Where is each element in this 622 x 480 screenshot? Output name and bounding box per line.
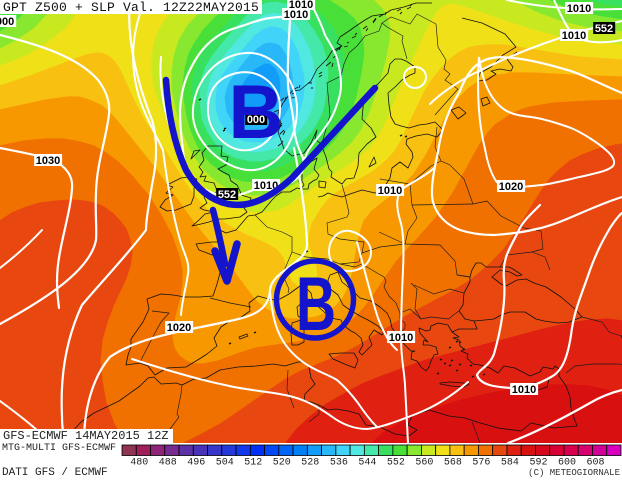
- svg-text:536: 536: [330, 458, 348, 469]
- svg-text:1010: 1010: [254, 180, 278, 192]
- svg-text:608: 608: [586, 458, 604, 469]
- svg-text:1030: 1030: [36, 155, 60, 167]
- svg-text:504: 504: [216, 458, 234, 469]
- svg-text:552: 552: [387, 458, 405, 469]
- svg-text:560: 560: [415, 458, 433, 469]
- svg-text:480: 480: [130, 458, 148, 469]
- svg-text:488: 488: [159, 458, 177, 469]
- svg-text:1010: 1010: [389, 332, 413, 344]
- svg-text:000: 000: [247, 114, 265, 126]
- svg-text:552: 552: [218, 189, 236, 201]
- svg-text:1010: 1010: [512, 384, 536, 396]
- svg-text:1010: 1010: [567, 3, 591, 15]
- svg-text:584: 584: [501, 458, 519, 469]
- svg-text:496: 496: [187, 458, 205, 469]
- svg-text:512: 512: [244, 458, 262, 469]
- svg-text:520: 520: [273, 458, 291, 469]
- svg-text:000: 000: [0, 16, 14, 28]
- svg-text:528: 528: [301, 458, 319, 469]
- svg-text:1020: 1020: [499, 181, 523, 193]
- svg-text:B: B: [229, 70, 284, 155]
- svg-text:1010: 1010: [284, 9, 308, 21]
- svg-text:1010: 1010: [289, 0, 313, 11]
- svg-text:1020: 1020: [167, 322, 191, 334]
- svg-text:592: 592: [529, 458, 547, 469]
- svg-text:576: 576: [472, 458, 490, 469]
- svg-text:552: 552: [595, 23, 613, 35]
- svg-text:1010: 1010: [562, 30, 586, 42]
- svg-text:B: B: [296, 263, 336, 348]
- svg-text:568: 568: [444, 458, 462, 469]
- svg-text:544: 544: [358, 458, 376, 469]
- svg-text:600: 600: [558, 458, 576, 469]
- svg-text:1010: 1010: [378, 185, 402, 197]
